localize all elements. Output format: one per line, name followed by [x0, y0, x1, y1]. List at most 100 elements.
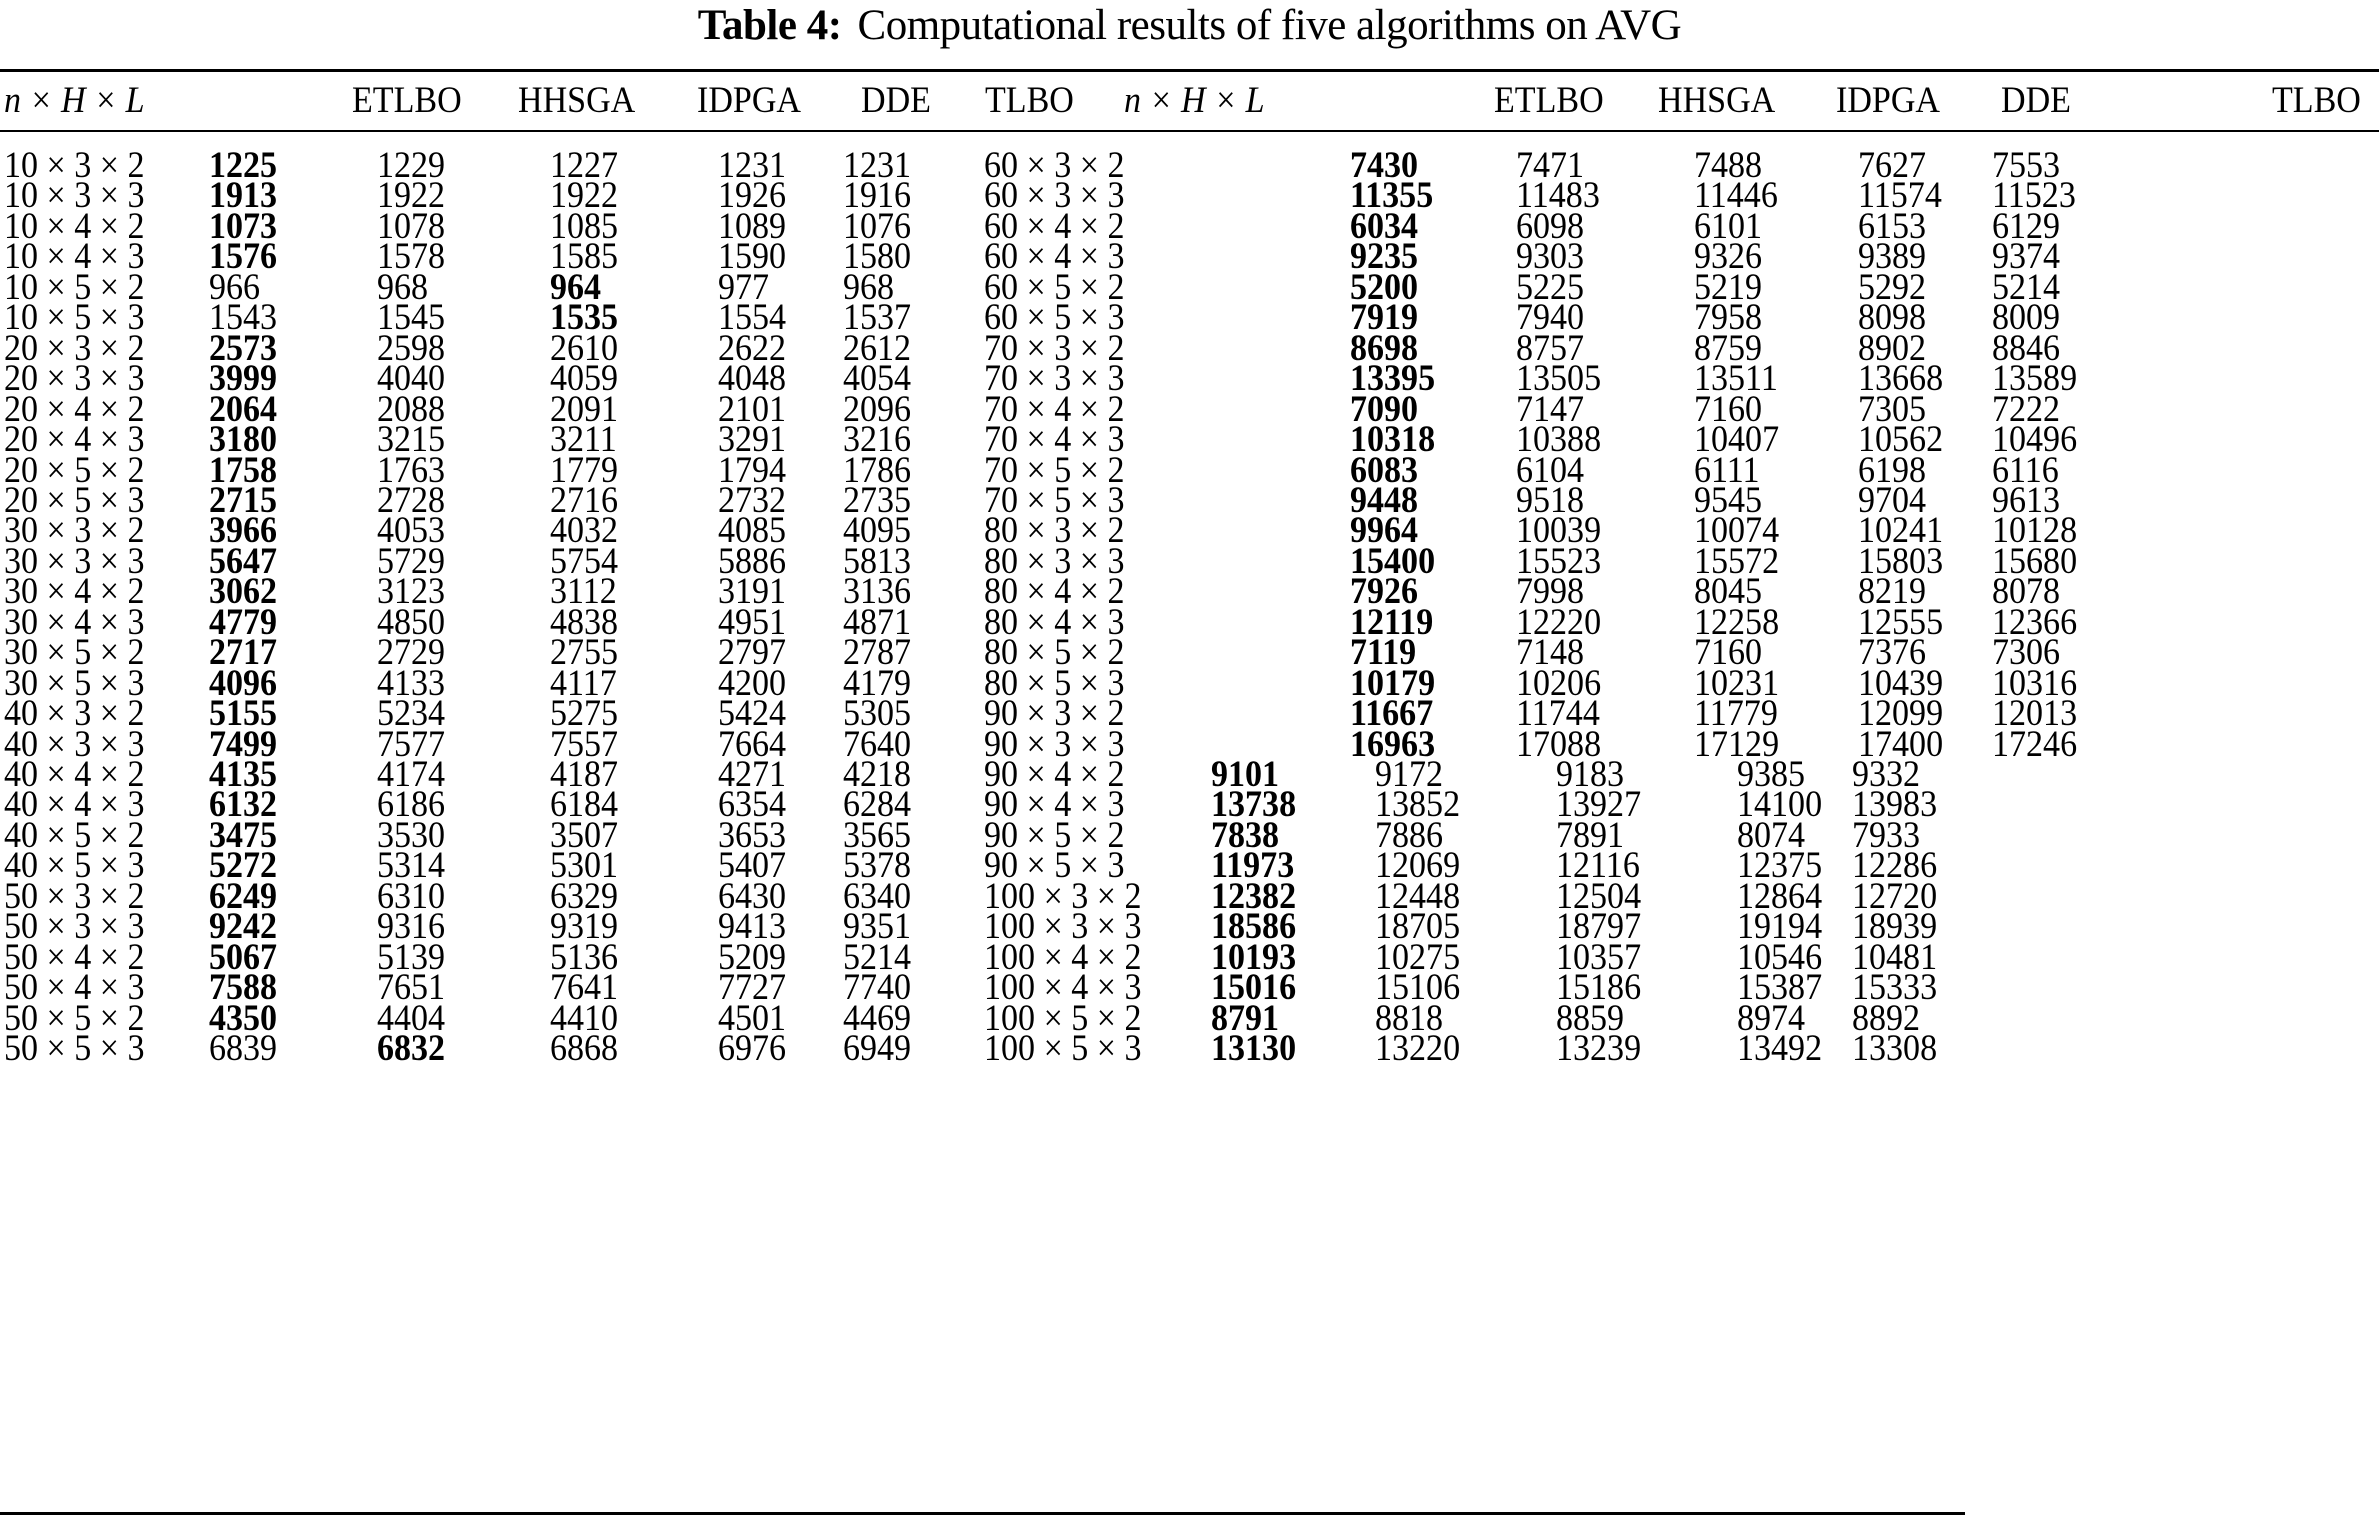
cell-dde: 6153	[1858, 205, 1927, 247]
cell-hhsga: 10206	[1516, 662, 1602, 704]
cell-idpga: 9326	[1694, 236, 1763, 278]
cell-instance: 100 × 3 × 3	[984, 906, 1142, 948]
cell-instance: 20 × 5 × 2	[4, 449, 145, 491]
cell-hhsga: 6104	[1516, 449, 1585, 491]
cell-instance: 50 × 3 × 3	[4, 906, 145, 948]
cell-etlbo: 1758	[209, 449, 278, 491]
cell-idpga: 18797	[1556, 906, 1642, 948]
cell-idpga: 6329	[550, 875, 619, 917]
cell-hhsga: 2729	[377, 632, 446, 674]
cell-tlbo: 12366	[1992, 601, 2078, 643]
cell-instance: 10 × 5 × 3	[4, 297, 145, 339]
cell-hhsga: 7148	[1516, 632, 1585, 674]
cell-etlbo: 6839	[209, 1028, 278, 1070]
cell-idpga: 3112	[550, 571, 617, 613]
cell-idpga: 10074	[1694, 510, 1780, 552]
cell-tlbo: 9332	[1852, 754, 1921, 795]
cell-instance: 20 × 3 × 2	[4, 327, 145, 369]
cell-dde: 4951	[718, 601, 787, 643]
cell-instance: 60 × 5 × 3	[984, 297, 1125, 339]
cell-etlbo: 2717	[209, 632, 278, 674]
cell-dde: 2797	[718, 632, 787, 674]
header-instance-right: n × H × L	[1124, 80, 1265, 121]
cell-hhsga: 1078	[377, 205, 446, 247]
cell-hhsga: 6098	[1516, 205, 1585, 247]
cell-instance: 70 × 3 × 3	[984, 358, 1125, 400]
cell-etlbo: 2715	[209, 479, 278, 521]
cell-hhsga: 2598	[377, 327, 446, 369]
cell-dde: 15387	[1737, 967, 1823, 1009]
cell-idpga: 12258	[1694, 601, 1780, 643]
cell-dde: 1794	[718, 449, 787, 491]
cell-dde: 14100	[1737, 784, 1823, 826]
cell-idpga: 6101	[1694, 205, 1763, 247]
cell-idpga: 10357	[1556, 936, 1642, 978]
cell-dde: 4501	[718, 997, 787, 1039]
cell-dde: 10241	[1858, 510, 1944, 552]
cell-idpga: 4059	[550, 358, 619, 400]
cell-hhsga: 6832	[377, 1028, 446, 1070]
cell-instance: 20 × 4 × 2	[4, 388, 145, 430]
cell-etlbo: 6034	[1350, 205, 1419, 247]
cell-hhsga: 15523	[1516, 540, 1602, 582]
cell-instance: 60 × 4 × 3	[984, 236, 1125, 278]
cell-etlbo: 7499	[209, 723, 278, 765]
cell-dde: 3291	[718, 419, 787, 461]
cell-dde: 6976	[718, 1028, 787, 1070]
cell-etlbo: 10318	[1350, 419, 1436, 461]
cell-dde: 12555	[1858, 601, 1944, 643]
cell-idpga: 17129	[1694, 723, 1780, 765]
cell-hhsga: 4040	[377, 358, 446, 400]
header-tlbo-left: TLBO	[985, 80, 1074, 121]
cell-instance: 10 × 3 × 2	[4, 145, 145, 186]
cell-idpga: 5301	[550, 845, 619, 887]
cell-hhsga: 6310	[377, 875, 446, 917]
cell-hhsga: 3123	[377, 571, 446, 613]
cell-dde: 19194	[1737, 906, 1823, 948]
cell-idpga: 2755	[550, 632, 619, 674]
cell-tlbo: 5214	[843, 936, 912, 978]
cell-etlbo: 9101	[1211, 754, 1280, 795]
cell-hhsga: 9316	[377, 906, 446, 948]
cell-etlbo: 1073	[209, 205, 278, 247]
cell-etlbo: 9448	[1350, 479, 1419, 521]
cell-etlbo: 1543	[209, 297, 278, 339]
table-top-rule	[0, 69, 2379, 72]
header-dde-left: DDE	[861, 80, 931, 121]
cell-idpga: 9545	[1694, 479, 1763, 521]
cell-dde: 17400	[1858, 723, 1944, 765]
cell-tlbo: 10316	[1992, 662, 2078, 704]
cell-tlbo: 4218	[843, 754, 912, 795]
cell-dde: 6354	[718, 784, 787, 826]
cell-instance: 50 × 5 × 2	[4, 997, 145, 1039]
cell-etlbo: 11355	[1350, 175, 1434, 217]
cell-idpga: 7641	[550, 967, 619, 1009]
cell-instance: 40 × 3 × 3	[4, 723, 145, 765]
cell-hhsga: 13220	[1375, 1028, 1461, 1070]
table-caption-label: Table 4:	[697, 2, 842, 49]
cell-hhsga: 4133	[377, 662, 446, 704]
cell-idpga: 2091	[550, 388, 619, 430]
cell-hhsga: 4053	[377, 510, 446, 552]
cell-hhsga: 2088	[377, 388, 446, 430]
cell-etlbo: 5067	[209, 936, 278, 978]
cell-etlbo: 9964	[1350, 510, 1419, 552]
cell-tlbo: 12013	[1992, 693, 2078, 735]
cell-instance: 30 × 5 × 3	[4, 662, 145, 704]
cell-idpga: 6868	[550, 1028, 619, 1070]
cell-instance: 80 × 4 × 3	[984, 601, 1125, 643]
cell-instance: 10 × 5 × 2	[4, 266, 145, 308]
cell-tlbo: 968	[843, 266, 895, 308]
cell-tlbo: 4469	[843, 997, 912, 1039]
cell-etlbo: 4096	[209, 662, 278, 704]
cell-dde: 13668	[1858, 358, 1944, 400]
cell-instance: 100 × 4 × 3	[984, 967, 1142, 1009]
cell-etlbo: 4350	[209, 997, 278, 1039]
cell-dde: 1089	[718, 205, 787, 247]
cell-dde: 5424	[718, 693, 787, 735]
cell-etlbo: 5647	[209, 540, 278, 582]
cell-idpga: 5219	[1694, 266, 1763, 308]
cell-idpga: 12504	[1556, 875, 1642, 917]
cell-idpga: 7958	[1694, 297, 1763, 339]
cell-instance: 70 × 4 × 2	[984, 388, 1125, 430]
